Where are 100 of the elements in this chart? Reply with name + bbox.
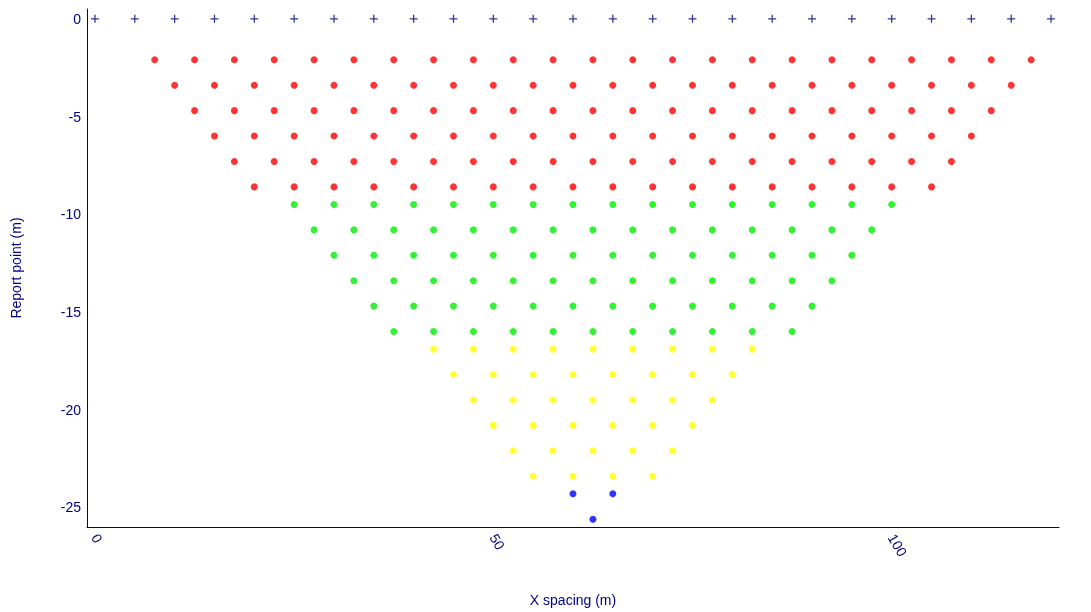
- point: [529, 421, 537, 429]
- point: [370, 200, 378, 208]
- point: [210, 132, 218, 140]
- point: [689, 421, 697, 429]
- point: [469, 56, 477, 64]
- point: [629, 447, 637, 455]
- point: [489, 183, 497, 191]
- point: [390, 226, 398, 234]
- point: [410, 183, 418, 191]
- point: [669, 157, 677, 165]
- point: [549, 277, 557, 285]
- point: [609, 490, 617, 498]
- point: [589, 226, 597, 234]
- point: [649, 200, 657, 208]
- point: [609, 132, 617, 140]
- point: [549, 157, 557, 165]
- point: [529, 200, 537, 208]
- point: [529, 132, 537, 140]
- point: [430, 277, 438, 285]
- point: [410, 251, 418, 259]
- point: [788, 107, 796, 115]
- point: [689, 251, 697, 259]
- point: [609, 81, 617, 89]
- point: [270, 157, 278, 165]
- point: [489, 421, 497, 429]
- point: [489, 302, 497, 310]
- point: [669, 277, 677, 285]
- point: [649, 81, 657, 89]
- point: [708, 345, 716, 353]
- point: [748, 107, 756, 115]
- point: [589, 515, 597, 523]
- point: [529, 251, 537, 259]
- point: [788, 157, 796, 165]
- point: [987, 107, 995, 115]
- x-axis-title: X spacing (m): [529, 592, 617, 608]
- point: [947, 157, 955, 165]
- point: [569, 81, 577, 89]
- point: [649, 371, 657, 379]
- point: [569, 421, 577, 429]
- point: [469, 328, 477, 336]
- point: [329, 14, 338, 23]
- point: [589, 345, 597, 353]
- point: [589, 328, 597, 336]
- point: [708, 396, 716, 404]
- point: [290, 183, 298, 191]
- point: [509, 396, 517, 404]
- point: [489, 251, 497, 259]
- x-tick-label: 0: [88, 531, 106, 546]
- point: [589, 107, 597, 115]
- point: [848, 251, 856, 259]
- point: [450, 132, 457, 140]
- point: [768, 132, 776, 140]
- point: [708, 226, 716, 234]
- point: [708, 328, 716, 336]
- point: [450, 302, 457, 310]
- point: [808, 81, 816, 89]
- point: [629, 396, 637, 404]
- point: [290, 200, 298, 208]
- point: [191, 107, 199, 115]
- point: [748, 56, 756, 64]
- point: [370, 302, 378, 310]
- point: [350, 226, 358, 234]
- point: [828, 226, 836, 234]
- point: [310, 157, 318, 165]
- point: [868, 157, 876, 165]
- point: [629, 56, 637, 64]
- point: [430, 56, 438, 64]
- point: [489, 371, 497, 379]
- point: [390, 277, 398, 285]
- point: [629, 226, 637, 234]
- point: [509, 447, 517, 455]
- point: [549, 226, 557, 234]
- point: [1027, 56, 1035, 64]
- point: [450, 183, 457, 191]
- point: [390, 328, 398, 336]
- point: [410, 132, 418, 140]
- point: [708, 107, 716, 115]
- point: [529, 371, 537, 379]
- point: [728, 183, 736, 191]
- point: [529, 81, 537, 89]
- point: [250, 183, 258, 191]
- point: [410, 302, 418, 310]
- point: [569, 14, 577, 23]
- point: [469, 345, 477, 353]
- point: [469, 277, 477, 285]
- point: [270, 107, 278, 115]
- point: [987, 56, 995, 64]
- point: [828, 277, 836, 285]
- point: [708, 157, 716, 165]
- point: [788, 226, 796, 234]
- point: [848, 183, 856, 191]
- point: [669, 56, 677, 64]
- point: [768, 200, 776, 208]
- point: [848, 200, 856, 208]
- point: [310, 107, 318, 115]
- point: [569, 490, 577, 498]
- point: [888, 132, 896, 140]
- point: [1007, 81, 1015, 89]
- point: [748, 345, 756, 353]
- point: [748, 328, 756, 336]
